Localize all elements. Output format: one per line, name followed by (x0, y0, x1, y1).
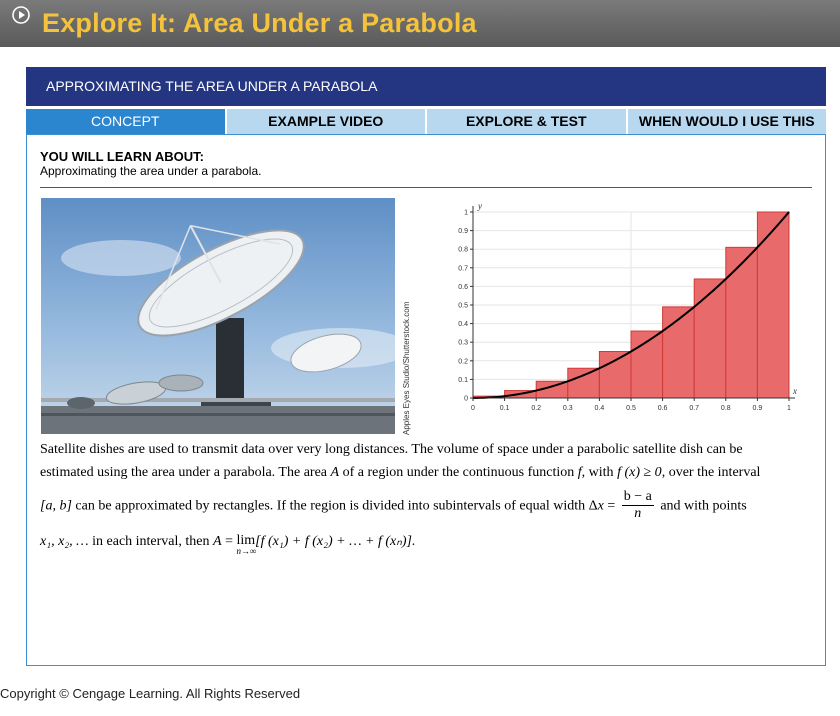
copyright: Copyright © Cengage Learning. All Rights… (0, 686, 301, 701)
paragraph-line-2: estimated using the area under a parabol… (40, 465, 760, 481)
photo-credit: Apples Eyes Studio/Shutterstock.com (402, 301, 411, 435)
paragraph-line-1: Satellite dishes are used to transmit da… (40, 442, 743, 458)
app-title: Explore It: Area Under a Parabola (42, 8, 477, 38)
x-tick-label: 0.2 (531, 405, 541, 412)
x-axis-label: x (792, 386, 797, 396)
y-tick-label: 0.5 (458, 303, 468, 310)
body-text: of a region under the continuous functio… (339, 465, 578, 480)
x-tick-label: 0.6 (658, 405, 668, 412)
tab-bar: CONCEPT EXAMPLE VIDEO EXPLORE & TEST WHE… (26, 109, 826, 134)
math-expr: [a, b] (40, 498, 72, 514)
limit-subscript: n→∞ (236, 546, 257, 556)
bar (693, 278, 727, 399)
bar (567, 367, 600, 399)
title-bar: Explore It: Area Under a Parabola (0, 0, 840, 47)
y-tick-label: 0.3 (458, 340, 468, 347)
x-tick-label: 1 (787, 405, 791, 412)
learn-heading: YOU WILL LEARN ABOUT: (40, 149, 204, 164)
math-var: x (597, 498, 604, 514)
learn-text: Approximating the area under a parabola. (40, 164, 262, 178)
body-text: estimated using the area under a parabol… (40, 465, 331, 480)
limit: lim n→∞ (236, 533, 257, 556)
fraction-numerator: b − a (621, 489, 654, 506)
y-tick-label: 0 (464, 396, 468, 403)
body-text: and with points (656, 498, 747, 514)
body-text: = (603, 498, 619, 514)
satellite-dish-photo (41, 198, 395, 434)
paragraph-line-3: [a, b] can be approximated by rectangles… (40, 489, 747, 523)
body-text: in each interval, then (88, 534, 214, 549)
paragraph-line-4: x₁, x₂, … in each interval, then A = lim… (40, 533, 416, 556)
math-var: f (577, 465, 582, 480)
x-tick-label: 0.9 (753, 405, 763, 412)
area-chart: 0 0.1 0.2 0.3 0.4 0.5 0.6 0.7 0.8 0.9 1 0 0.1 0.2 0.3 0… (458, 201, 797, 412)
tab-example-video[interactable]: EXAMPLE VIDEO (226, 109, 427, 134)
y-tick-label: 0.9 (458, 228, 468, 235)
parabola-curve (472, 211, 790, 399)
bar (598, 351, 632, 399)
body-text: can be approximated by rectangles. If th… (71, 498, 598, 514)
body-text: , with (581, 465, 618, 480)
fraction-denominator: n (634, 506, 642, 521)
math-var: A (330, 465, 340, 480)
bar (725, 246, 758, 399)
x-tick-label: 0.3 (563, 405, 573, 412)
play-icon[interactable] (12, 6, 30, 24)
math-expr: [f (x₁) + f (x₂) + … + f (xₙ)]. (255, 534, 416, 549)
x-tick-label: 0.4 (595, 405, 605, 412)
tab-concept[interactable]: CONCEPT (26, 109, 227, 134)
x-tick-label: 0.7 (689, 405, 699, 412)
y-tick-label: 0.4 (458, 321, 468, 328)
body-text: = (221, 534, 237, 549)
y-tick-label: 0.7 (458, 265, 468, 272)
x-tick-label: 0.8 (721, 405, 731, 412)
bar (662, 306, 695, 399)
y-tick-label: 0.1 (458, 377, 468, 384)
section-title: APPROXIMATING THE AREA UNDER A PARABOLA (46, 78, 378, 94)
tab-when-would-i-use-this[interactable]: WHEN WOULD I USE THIS (627, 109, 826, 134)
x-tick-label: 0 (471, 405, 475, 412)
math-expr: x₁, x₂, … (40, 534, 89, 549)
divider (40, 187, 812, 188)
bar (756, 211, 790, 399)
section-header: APPROXIMATING THE AREA UNDER A PARABOLA (26, 67, 826, 106)
y-tick-label: 0.8 (458, 247, 468, 254)
body-text: Satellite dishes are used to transmit da… (40, 442, 743, 457)
y-tick-label: 1 (464, 210, 468, 217)
x-tick-label: 0.5 (626, 405, 636, 412)
math-expr: f (x) ≥ 0 (617, 465, 662, 480)
y-axis-label: y (477, 201, 482, 211)
x-tick-label: 0.1 (500, 405, 510, 412)
tab-explore-test[interactable]: EXPLORE & TEST (427, 109, 628, 134)
limit-word: lim (236, 533, 256, 548)
y-tick-label: 0.2 (458, 358, 468, 365)
content-panel: YOU WILL LEARN ABOUT: Approximating the … (26, 134, 826, 666)
y-tick-label: 0.6 (458, 284, 468, 291)
body-text: , over the interval (661, 465, 761, 480)
math-var: A (213, 534, 222, 549)
